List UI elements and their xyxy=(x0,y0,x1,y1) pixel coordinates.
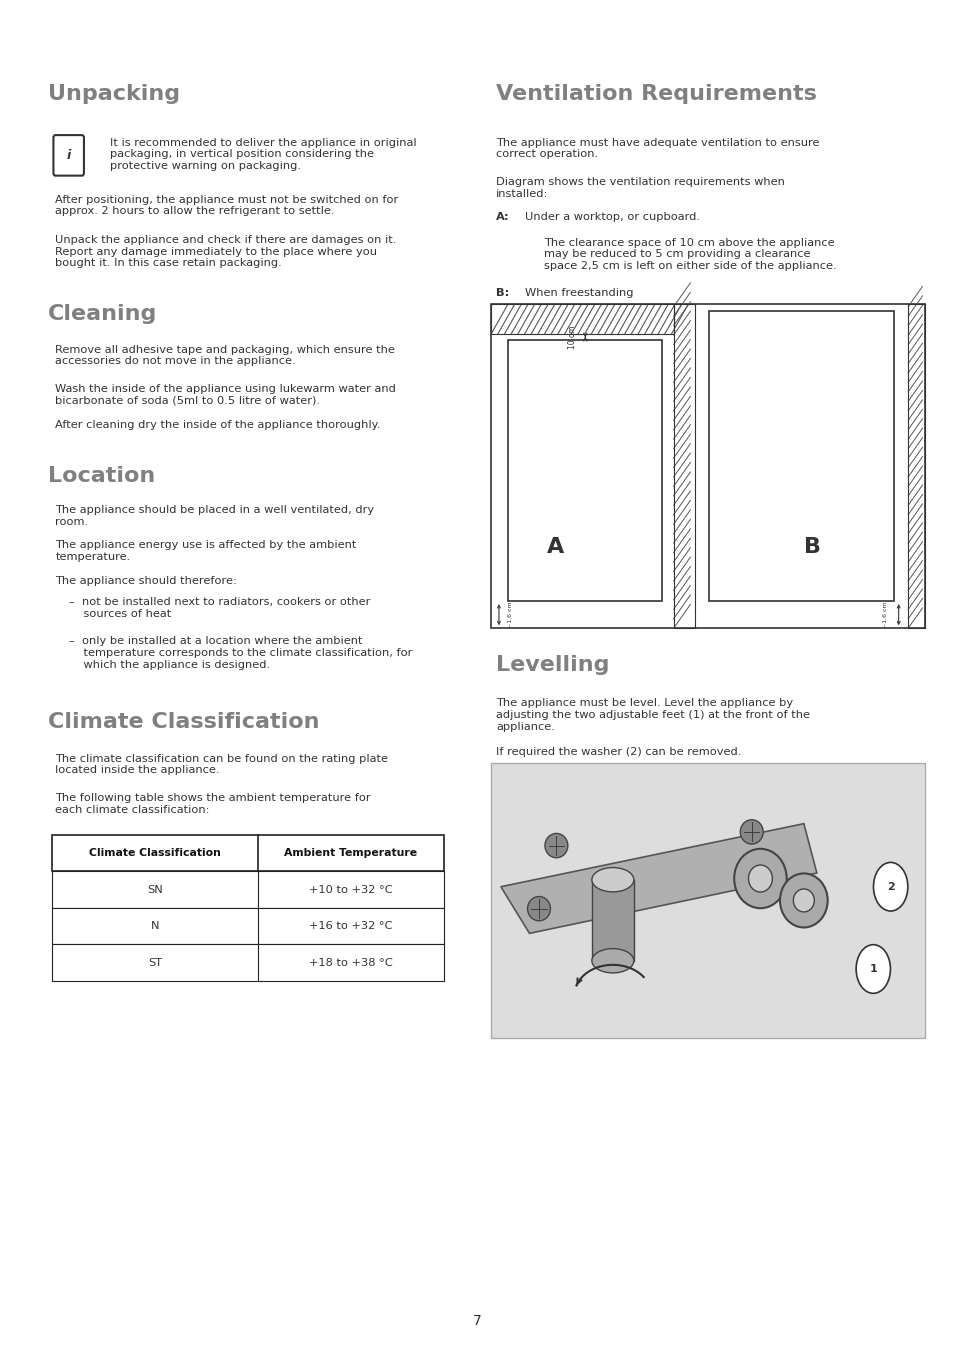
Text: The appliance should therefore:: The appliance should therefore: xyxy=(55,576,237,585)
Bar xyxy=(907,304,924,628)
Text: 10 cm: 10 cm xyxy=(568,326,577,349)
Circle shape xyxy=(873,862,907,911)
Text: –  only be installed at a location where the ambient
    temperature corresponds: – only be installed at a location where … xyxy=(69,636,412,670)
Ellipse shape xyxy=(544,834,567,858)
Ellipse shape xyxy=(740,820,762,844)
Bar xyxy=(491,763,924,1038)
Text: Climate Classification: Climate Classification xyxy=(48,712,319,732)
Text: Ventilation Requirements: Ventilation Requirements xyxy=(496,84,816,104)
Text: It is recommended to deliver the appliance in original
packaging, in vertical po: It is recommended to deliver the applian… xyxy=(110,138,416,172)
Text: The following table shows the ambient temperature for
each climate classificatio: The following table shows the ambient te… xyxy=(55,793,371,815)
Ellipse shape xyxy=(793,889,814,912)
Bar xyxy=(673,304,694,628)
Text: Ambient Temperature: Ambient Temperature xyxy=(284,848,416,858)
Text: B:: B: xyxy=(496,288,509,297)
Bar xyxy=(491,304,673,334)
Text: Levelling: Levelling xyxy=(496,655,609,676)
Text: 1: 1 xyxy=(868,965,876,974)
Polygon shape xyxy=(500,824,816,934)
Bar xyxy=(591,880,633,961)
Circle shape xyxy=(855,944,889,993)
Text: The appliance must be level. Level the appliance by
adjusting the two adjustable: The appliance must be level. Level the a… xyxy=(496,698,809,732)
Text: The appliance must have adequate ventilation to ensure
correct operation.: The appliance must have adequate ventila… xyxy=(496,138,819,159)
Text: ~1.6 cm: ~1.6 cm xyxy=(508,601,513,628)
Text: Cleaning: Cleaning xyxy=(48,304,157,324)
Bar xyxy=(491,304,924,628)
Text: Remove all adhesive tape and packaging, which ensure the
accessories do not move: Remove all adhesive tape and packaging, … xyxy=(55,345,395,366)
Text: The appliance should be placed in a well ventilated, dry
room.: The appliance should be placed in a well… xyxy=(55,505,375,527)
Text: +18 to +38 °C: +18 to +38 °C xyxy=(309,958,392,967)
Text: Under a worktop, or cupboard.: Under a worktop, or cupboard. xyxy=(524,212,699,222)
Text: –  not be installed next to radiators, cookers or other
    sources of heat: – not be installed next to radiators, co… xyxy=(69,597,370,619)
Text: After cleaning dry the inside of the appliance thoroughly.: After cleaning dry the inside of the app… xyxy=(55,420,380,430)
Ellipse shape xyxy=(591,948,633,973)
Text: A:: A: xyxy=(496,212,509,222)
Bar xyxy=(52,908,443,944)
Bar xyxy=(52,944,443,981)
Text: Location: Location xyxy=(48,466,154,486)
Text: Wash the inside of the appliance using lukewarm water and
bicarbonate of soda (5: Wash the inside of the appliance using l… xyxy=(55,384,395,405)
Text: ST: ST xyxy=(148,958,162,967)
Text: If required the washer (2) can be removed.: If required the washer (2) can be remove… xyxy=(496,747,740,757)
Ellipse shape xyxy=(748,865,772,892)
Text: The climate classification can be found on the rating plate
located inside the a: The climate classification can be found … xyxy=(55,754,388,775)
Text: 7: 7 xyxy=(472,1315,481,1328)
Text: The clearance space of 10 cm above the appliance
may be reduced to 5 cm providin: The clearance space of 10 cm above the a… xyxy=(543,238,836,272)
Ellipse shape xyxy=(734,848,786,908)
Text: Unpack the appliance and check if there are damages on it.
Report any damage imm: Unpack the appliance and check if there … xyxy=(55,235,396,269)
Bar xyxy=(52,871,443,908)
Text: Unpacking: Unpacking xyxy=(48,84,179,104)
Text: N: N xyxy=(151,921,159,931)
FancyBboxPatch shape xyxy=(53,135,84,176)
Text: Diagram shows the ventilation requirements when
installed:: Diagram shows the ventilation requiremen… xyxy=(496,177,784,199)
Text: Climate Classification: Climate Classification xyxy=(89,848,221,858)
Text: After positioning, the appliance must not be switched on for
approx. 2 hours to : After positioning, the appliance must no… xyxy=(55,195,398,216)
Ellipse shape xyxy=(780,874,827,927)
Text: When freestanding: When freestanding xyxy=(524,288,633,297)
Ellipse shape xyxy=(527,897,550,921)
Text: i: i xyxy=(67,149,71,162)
Bar xyxy=(508,340,661,601)
Text: The appliance energy use is affected by the ambient
temperature.: The appliance energy use is affected by … xyxy=(55,540,356,562)
Text: B: B xyxy=(802,538,820,557)
Bar xyxy=(708,311,893,601)
Bar xyxy=(52,835,443,871)
Text: +10 to +32 °C: +10 to +32 °C xyxy=(309,885,392,894)
Text: +16 to +32 °C: +16 to +32 °C xyxy=(309,921,392,931)
Text: A: A xyxy=(546,538,563,557)
Text: ~1.6 cm: ~1.6 cm xyxy=(882,601,887,628)
Text: 2: 2 xyxy=(886,882,894,892)
Text: SN: SN xyxy=(147,885,163,894)
Ellipse shape xyxy=(591,867,633,892)
